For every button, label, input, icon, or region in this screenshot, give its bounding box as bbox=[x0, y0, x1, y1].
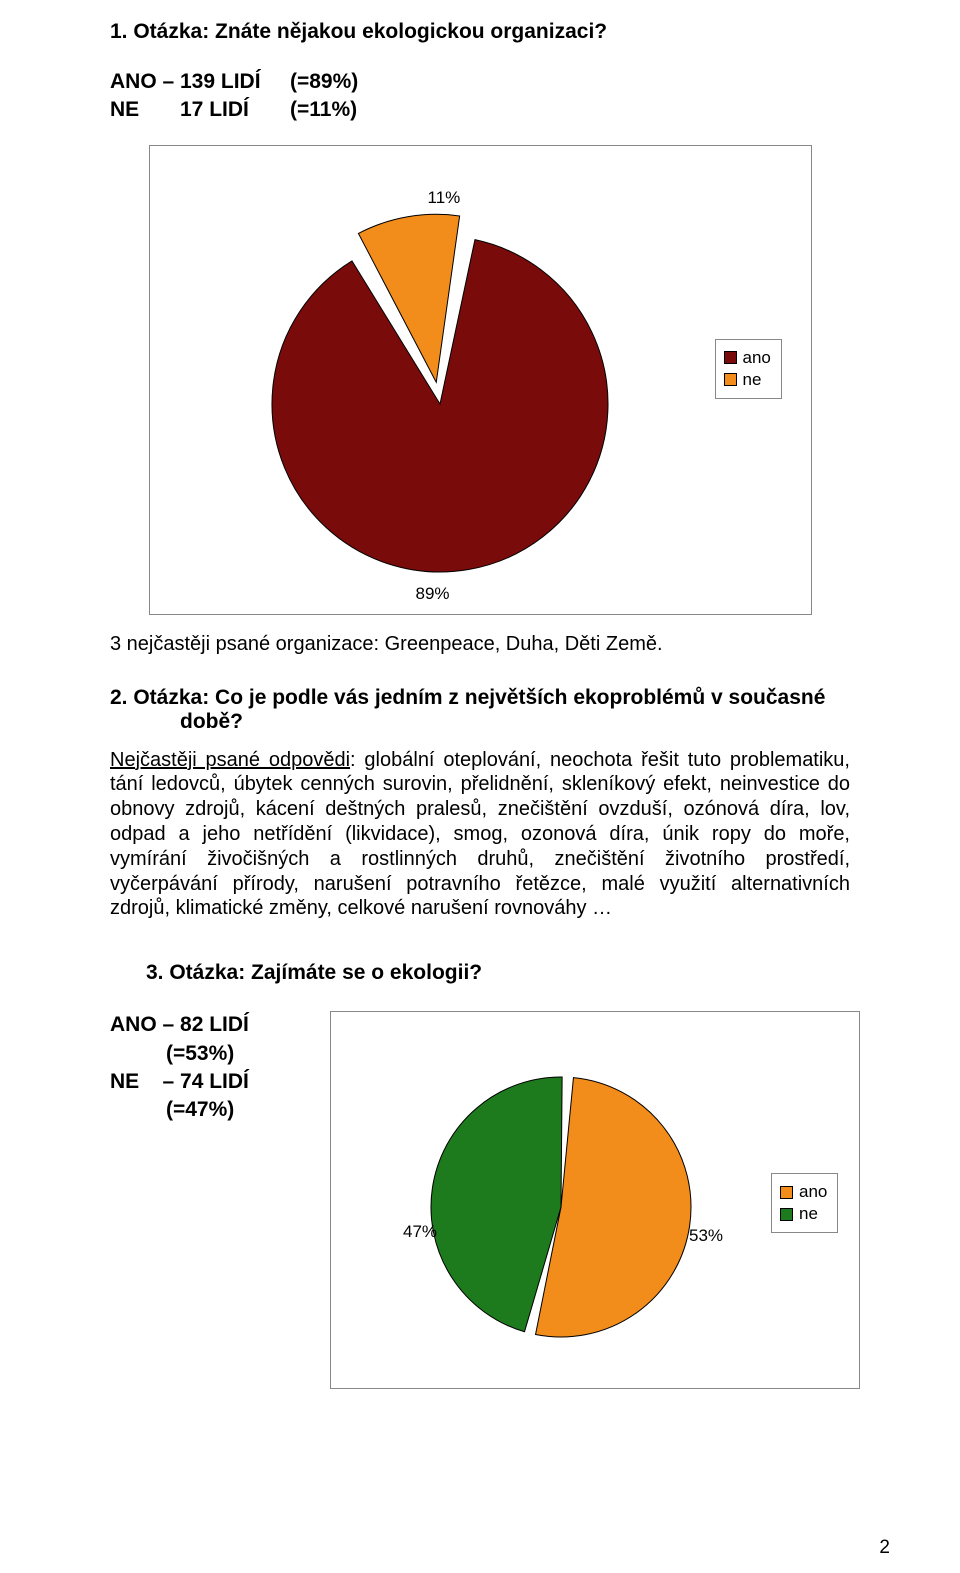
q1-pct-11: 11% bbox=[428, 188, 461, 208]
q1-answers: ANO – 139 LIDÍ (=89%) NE 17 LIDÍ (=11%) bbox=[110, 68, 850, 125]
q2-rest: : globální oteplování, neochota řešit tu… bbox=[110, 749, 850, 920]
q3-no-l2: (=47%) bbox=[110, 1096, 290, 1124]
q1-pie-chart: 11% 89% ano ne bbox=[149, 145, 812, 615]
page-number: 2 bbox=[879, 1537, 890, 1559]
q3-pct-53: 53% bbox=[689, 1226, 723, 1246]
q3-heading: 3. Otázka: Zajímáte se o ekologii? bbox=[110, 961, 850, 985]
q3-pie-chart: 53% 47% ano ne bbox=[330, 1011, 860, 1389]
q1-legend-ne: ne bbox=[724, 370, 771, 390]
q2-paragraph: Nejčastěji psané odpovědi: globální otep… bbox=[110, 748, 850, 922]
q1-pct-89: 89% bbox=[416, 584, 450, 604]
q2-lead: Nejčastěji psané odpovědi bbox=[110, 749, 350, 771]
q1-no-left: NE bbox=[110, 96, 180, 124]
q3-yes-l2: (=53%) bbox=[110, 1040, 290, 1068]
q1-heading: 1. Otázka: Znáte nějakou ekologickou org… bbox=[110, 20, 850, 44]
q1-yes-right: (=89%) bbox=[290, 68, 358, 96]
q3-legend-ano: ano bbox=[780, 1182, 827, 1202]
q1-yes-mid: 139 LIDÍ bbox=[180, 68, 290, 96]
q1-no-mid: 17 LIDÍ bbox=[180, 96, 290, 124]
legend-swatch bbox=[724, 351, 737, 364]
page: 1. Otázka: Znáte nějakou ekologickou org… bbox=[0, 0, 960, 1573]
legend-label: ne bbox=[799, 1204, 818, 1224]
q1-legend: ano ne bbox=[715, 339, 782, 399]
q1-pie-svg bbox=[150, 146, 811, 614]
q3-no-l1: NE – 74 LIDÍ bbox=[110, 1070, 249, 1093]
q1-yes-left: ANO – bbox=[110, 68, 180, 96]
q1-note: 3 nejčastěji psané organizace: Greenpeac… bbox=[110, 633, 850, 656]
legend-label: ano bbox=[743, 348, 771, 368]
q1-no-right: (=11%) bbox=[290, 96, 357, 124]
q3-pct-47: 47% bbox=[403, 1222, 437, 1242]
legend-swatch bbox=[780, 1208, 793, 1221]
q1-legend-ano: ano bbox=[724, 348, 771, 368]
q3-answers: ANO – 82 LIDÍ (=53%) NE – 74 LIDÍ (=47%) bbox=[110, 1011, 290, 1124]
q3-legend: ano ne bbox=[771, 1173, 838, 1233]
q2-heading-l1: 2. Otázka: Co je podle vás jedním z nejv… bbox=[110, 686, 825, 709]
q3-yes-l1: ANO – 82 LIDÍ bbox=[110, 1013, 249, 1036]
q2-heading: 2. Otázka: Co je podle vás jedním z nejv… bbox=[110, 686, 850, 734]
legend-label: ano bbox=[799, 1182, 827, 1202]
legend-label: ne bbox=[743, 370, 762, 390]
legend-swatch bbox=[780, 1186, 793, 1199]
q3-legend-ne: ne bbox=[780, 1204, 827, 1224]
legend-swatch bbox=[724, 373, 737, 386]
q2-heading-l2: době? bbox=[110, 710, 850, 734]
